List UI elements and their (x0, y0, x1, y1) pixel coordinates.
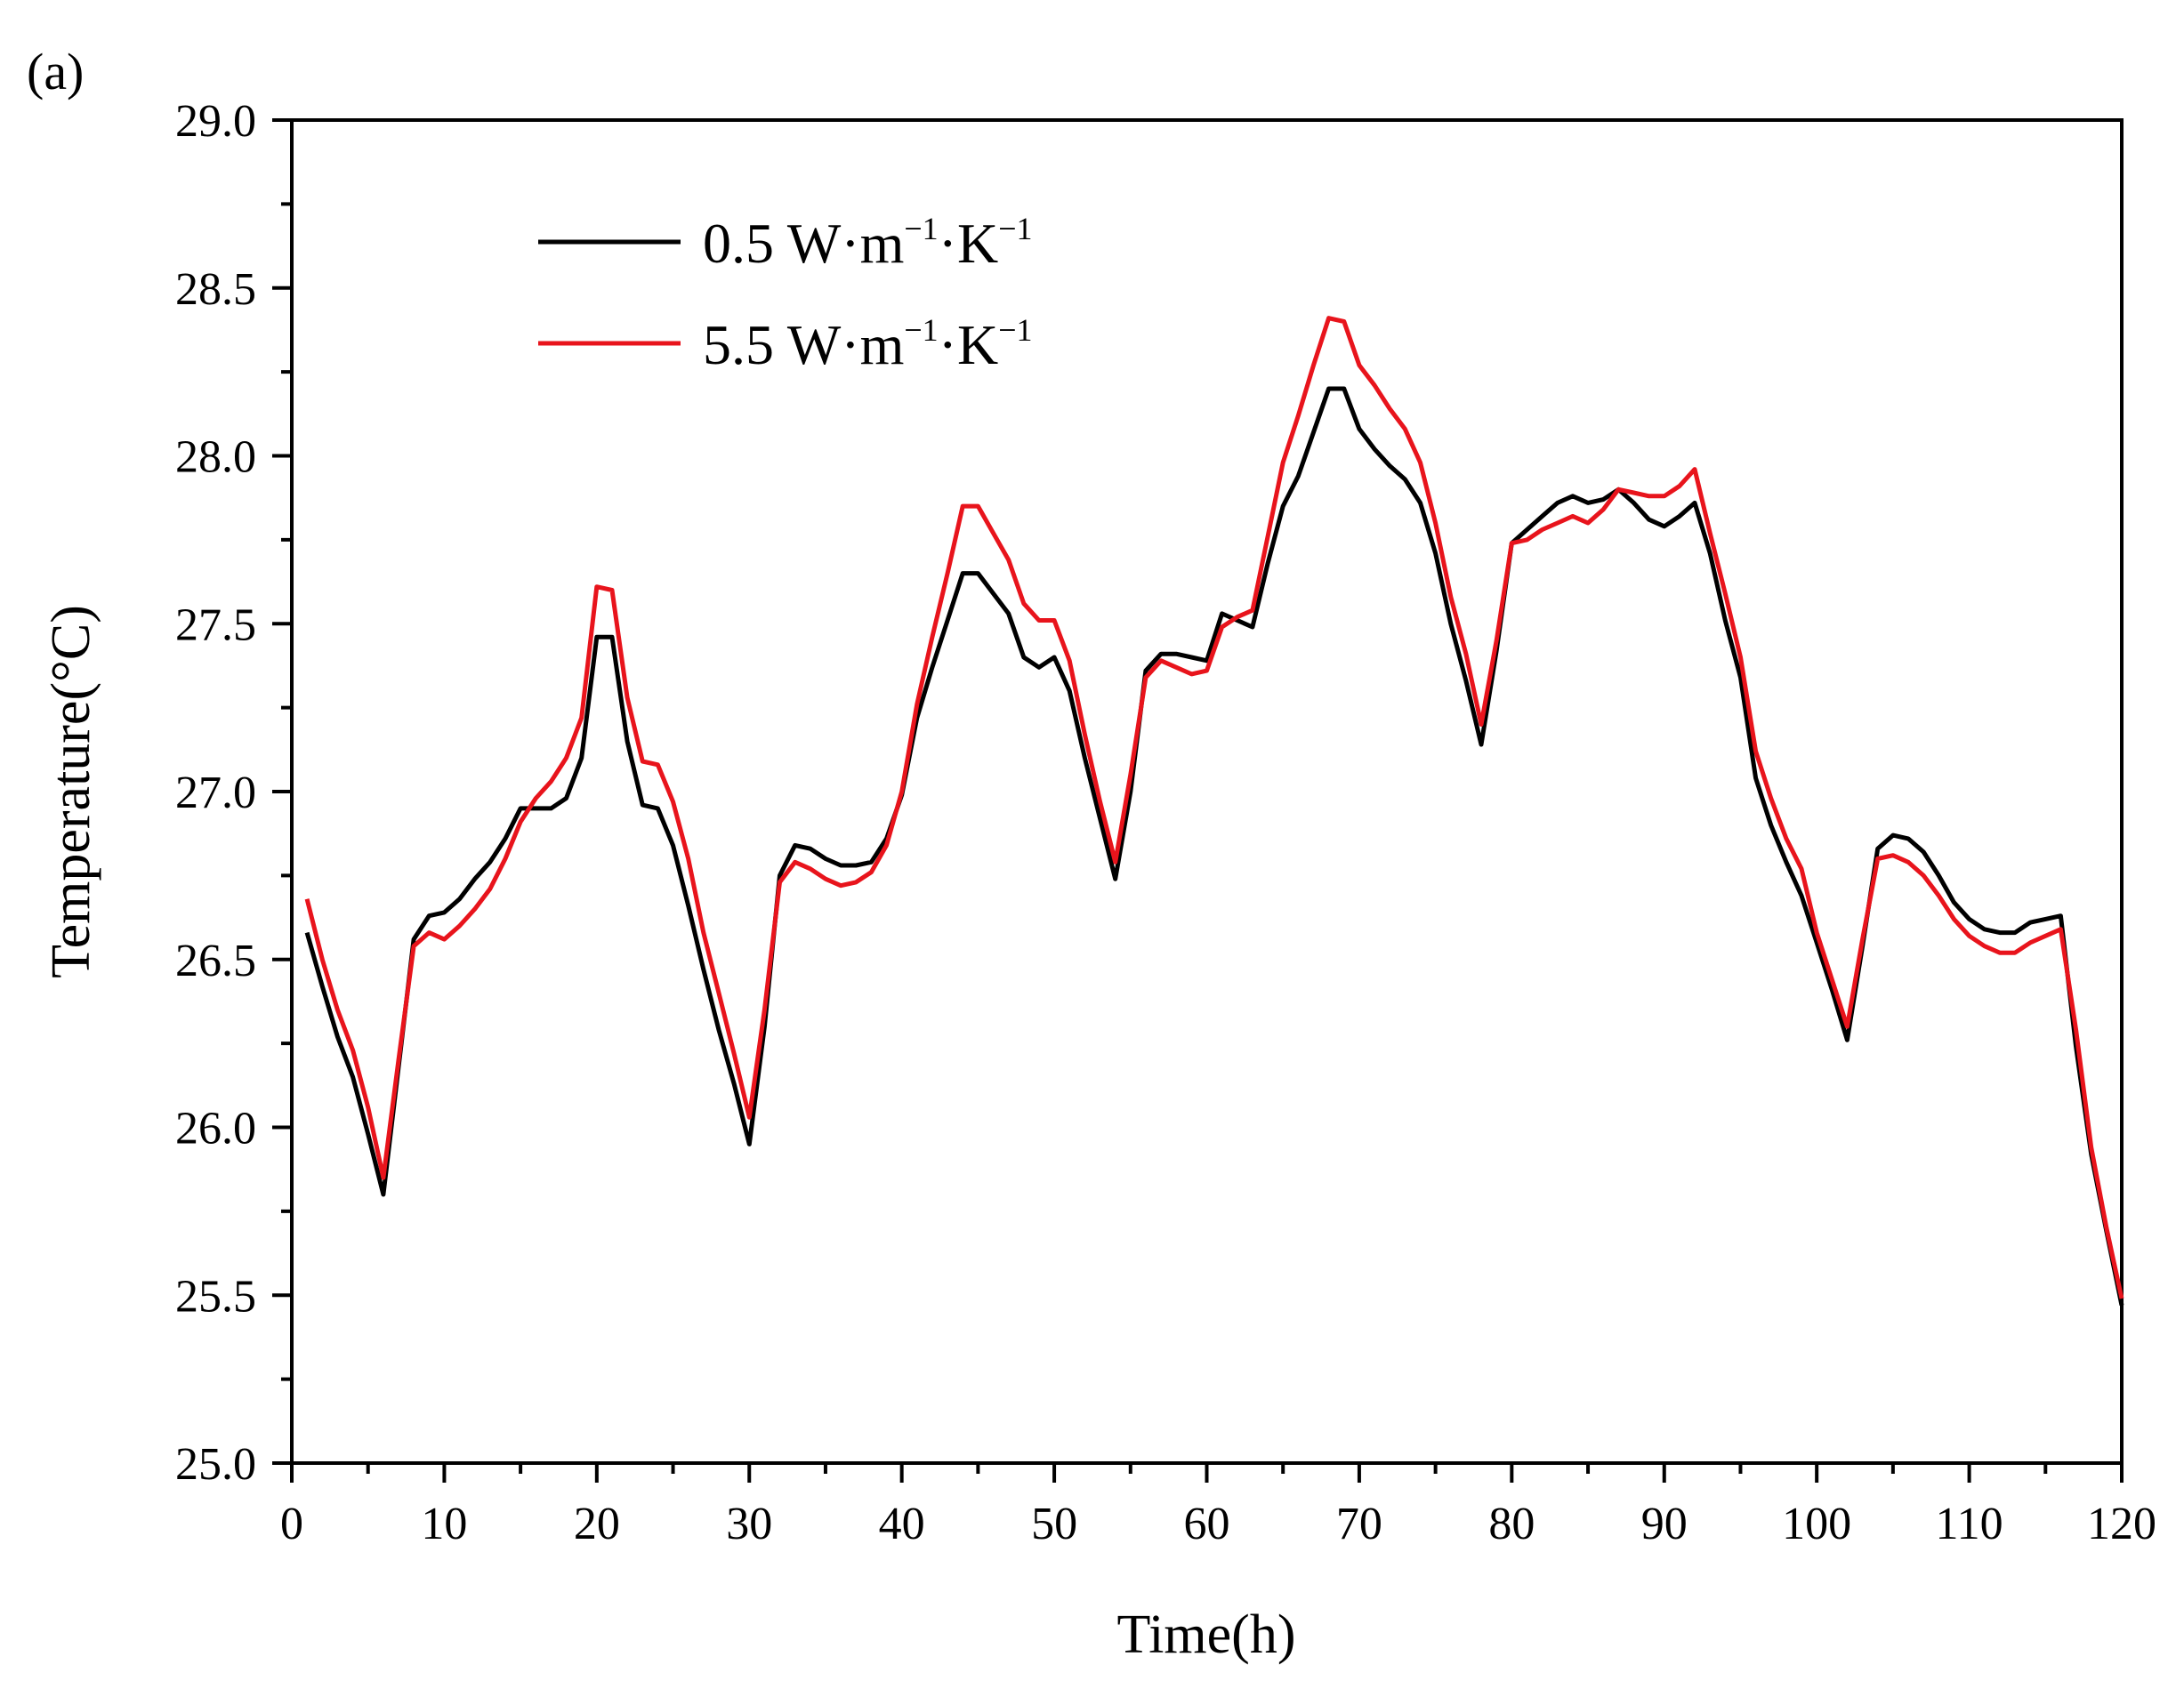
legend-label-series-1: 0.5 W·m−1·K−1 (703, 211, 1033, 275)
y-axis-ticks: 25.0 25.5 26.0 26.5 27.0 27.5 28.0 28.5 29.0 (175, 96, 292, 1490)
series-line-1 (304, 386, 2124, 1307)
x-axis-ticks: 0 10 20 30 40 50 60 70 80 90 100 110 120 (280, 1463, 2156, 1549)
y-tick-label: 27.0 (175, 768, 256, 818)
legend-label-series-2: 5.5 W·m−1·K−1 (703, 312, 1033, 376)
y-tick-label: 27.5 (175, 599, 256, 650)
x-tick-label: 50 (1031, 1499, 1077, 1549)
x-tick-label: 70 (1336, 1499, 1382, 1549)
x-tick-label: 10 (421, 1499, 467, 1549)
x-tick-label: 20 (574, 1499, 620, 1549)
legend: 0.5 W·m−1·K−1 5.5 W·m−1·K−1 (538, 211, 1033, 376)
y-axis-title: Temperature(°C) (41, 605, 101, 978)
y-tick-label: 26.5 (175, 936, 256, 986)
y-tick-label: 28.0 (175, 432, 256, 483)
y-tick-label: 25.5 (175, 1271, 256, 1322)
x-tick-label: 90 (1641, 1499, 1688, 1549)
x-axis-title: Time(h) (1117, 1605, 1296, 1665)
panel-label: (a) (27, 43, 84, 101)
x-tick-label: 30 (726, 1499, 772, 1549)
x-tick-label: 40 (879, 1499, 925, 1549)
x-tick-label: 0 (280, 1499, 303, 1549)
x-tick-label: 110 (1936, 1499, 2003, 1549)
y-tick-label: 28.5 (175, 264, 256, 315)
series-line-2 (304, 316, 2124, 1299)
y-tick-label: 25.0 (175, 1439, 256, 1490)
series-layer (304, 316, 2124, 1307)
x-tick-label: 80 (1488, 1499, 1535, 1549)
y-tick-label: 26.0 (175, 1104, 256, 1154)
x-tick-label: 120 (2087, 1499, 2156, 1549)
y-tick-label: 29.0 (175, 96, 256, 147)
x-tick-label: 100 (1782, 1499, 1851, 1549)
plot-frame (290, 118, 2124, 1465)
x-tick-label: 60 (1184, 1499, 1230, 1549)
plot-area: 0 10 20 30 40 50 60 70 80 90 100 110 120 25.0 25.5 26.… (175, 96, 2156, 1549)
